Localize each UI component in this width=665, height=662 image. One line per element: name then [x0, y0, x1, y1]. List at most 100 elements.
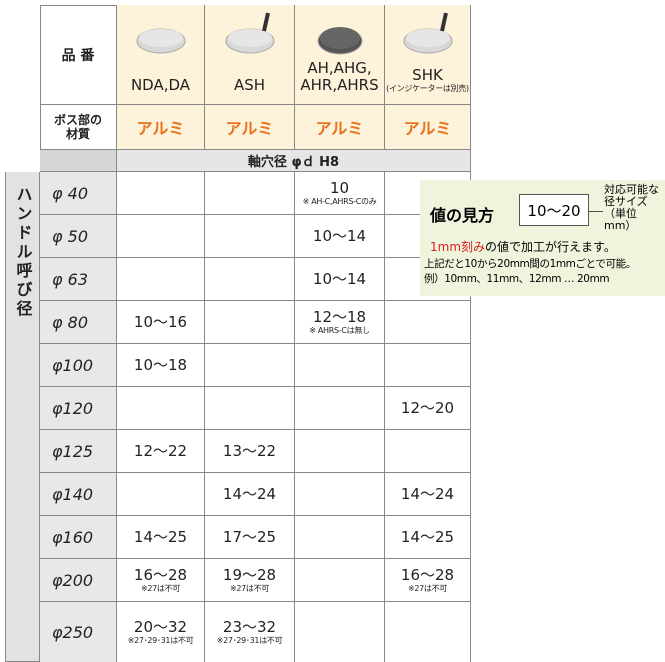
value-cell: 12〜22: [117, 430, 205, 473]
value-cell: [117, 387, 205, 430]
callout-example-note-line: （単位 mm）: [604, 207, 637, 232]
table-border: [40, 5, 41, 172]
size-cell: φ140: [40, 473, 117, 516]
value-cell: [385, 301, 471, 344]
value-text: 14〜24: [222, 484, 277, 503]
value-cell: 17〜25: [205, 516, 295, 559]
callout-title: 値の見方: [430, 206, 495, 225]
value-cell: 10〜14: [295, 215, 385, 258]
size-cell: φ 50: [40, 215, 117, 258]
callout-example: 10〜20: [519, 194, 589, 226]
material-text: アルミ: [315, 119, 364, 138]
size-text: φ 80: [52, 312, 88, 332]
size-cell: φ160: [40, 516, 117, 559]
value-cell: 20〜32 ※27･29･31は不可: [117, 602, 205, 662]
row-group-text: ハンドル呼び径: [13, 186, 33, 319]
product-name: SHK: [412, 66, 443, 84]
product-name: AH,AHG,: [307, 59, 372, 77]
size-text: φ200: [52, 570, 94, 590]
value-cell: [205, 172, 295, 215]
value-text: 23〜32: [222, 617, 277, 636]
value-note: ※ AHRS-Cは無し: [309, 325, 370, 335]
bore-label-text: 軸穴径 φｄ H8: [247, 155, 340, 170]
value-cell: 10〜16: [117, 301, 205, 344]
value-cell: 23〜32 ※27･29･31は不可: [205, 602, 295, 662]
value-note: ※ AH-C,AHRS-Cのみ: [302, 196, 377, 206]
value-text: 16〜28: [133, 565, 188, 584]
size-cell: φ125: [40, 430, 117, 473]
size-cell: φ 80: [40, 301, 117, 344]
callout-highlight: 1mm刻み: [430, 240, 486, 254]
callout-connector: [589, 211, 603, 212]
value-cell: [295, 602, 385, 662]
callout-line: 1mm刻みの値で加工が行えます。: [430, 238, 616, 255]
value-cell: 14〜25: [385, 516, 471, 559]
value-text: 17〜25: [222, 527, 277, 546]
product-icon: [317, 27, 363, 55]
value-cell: [205, 258, 295, 301]
size-text: φ160: [52, 527, 94, 547]
size-cell: φ200: [40, 559, 117, 602]
callout-line: 上記だと10から20mm間の1mmごとで可能。: [424, 258, 636, 270]
material-text: アルミ: [403, 119, 452, 138]
size-text: φ140: [52, 484, 94, 504]
size-cell: φ100: [40, 344, 117, 387]
callout-text: の値で加工が行えます。: [485, 240, 616, 254]
value-text: 12〜20: [400, 398, 455, 417]
size-cell: φ 63: [40, 258, 117, 301]
value-cell: [295, 516, 385, 559]
material-label: ボス部の 材質: [40, 105, 117, 150]
value-cell: [385, 602, 471, 662]
value-note: ※27･29･31は不可: [216, 635, 283, 645]
value-cell: 16〜28 ※27は不可: [385, 559, 471, 602]
value-cell: 12〜18 ※ AHRS-Cは無し: [295, 301, 385, 344]
size-cell: φ120: [40, 387, 117, 430]
value-cell: [117, 172, 205, 215]
product-name: NDA,DA: [130, 76, 191, 94]
value-text: 16〜28: [400, 565, 455, 584]
value-note: ※27は不可: [407, 583, 448, 593]
value-text: 10: [329, 178, 350, 197]
value-text: 19〜28: [222, 565, 277, 584]
value-cell: [295, 387, 385, 430]
size-text: φ250: [52, 622, 94, 642]
material-cell: アルミ: [295, 105, 385, 150]
value-text: 10〜16: [133, 312, 188, 331]
callout-line: 例）10mm、11mm、12mm … 20mm: [424, 273, 610, 285]
size-cell: φ250: [40, 602, 117, 662]
row-group-label: ハンドル呼び径: [5, 172, 40, 662]
value-text: 14〜25: [400, 527, 455, 546]
product-name: AHR,AHRS: [300, 76, 379, 94]
size-text: φ 63: [52, 269, 88, 289]
product-cell: ASH: [205, 5, 295, 105]
material-cell: アルミ: [385, 105, 471, 150]
material-cell: アルミ: [117, 105, 205, 150]
callout-example-note-line: 径サイズ: [604, 195, 648, 208]
bore-label: 軸穴径 φｄ H8: [117, 150, 471, 172]
size-text: φ 50: [52, 226, 88, 246]
value-note: ※27は不可: [229, 583, 270, 593]
value-cell: 14〜24: [385, 473, 471, 516]
material-text: アルミ: [225, 119, 274, 138]
product-icon: [136, 28, 186, 54]
size-text: φ125: [52, 441, 94, 461]
product-icon: [403, 12, 453, 54]
value-cell: 14〜24: [205, 473, 295, 516]
value-cell: 10 ※ AH-C,AHRS-Cのみ: [295, 172, 385, 215]
product-icon: [225, 12, 275, 54]
product-cell: AH,AHG, AHR,AHRS: [295, 5, 385, 105]
value-text: 10〜14: [312, 269, 367, 288]
value-cell: [205, 387, 295, 430]
value-text: 10〜18: [133, 355, 188, 374]
header-label-text: 品 番: [61, 47, 95, 64]
value-text: 14〜25: [133, 527, 188, 546]
header-label: 品 番: [40, 5, 117, 105]
material-cell: アルミ: [205, 105, 295, 150]
value-cell: [117, 258, 205, 301]
product-note: (インジケーターは別売): [386, 84, 469, 93]
value-cell: [295, 473, 385, 516]
material-label-text: ボス部の: [53, 113, 102, 127]
value-cell: [295, 344, 385, 387]
value-cell: 14〜25: [117, 516, 205, 559]
